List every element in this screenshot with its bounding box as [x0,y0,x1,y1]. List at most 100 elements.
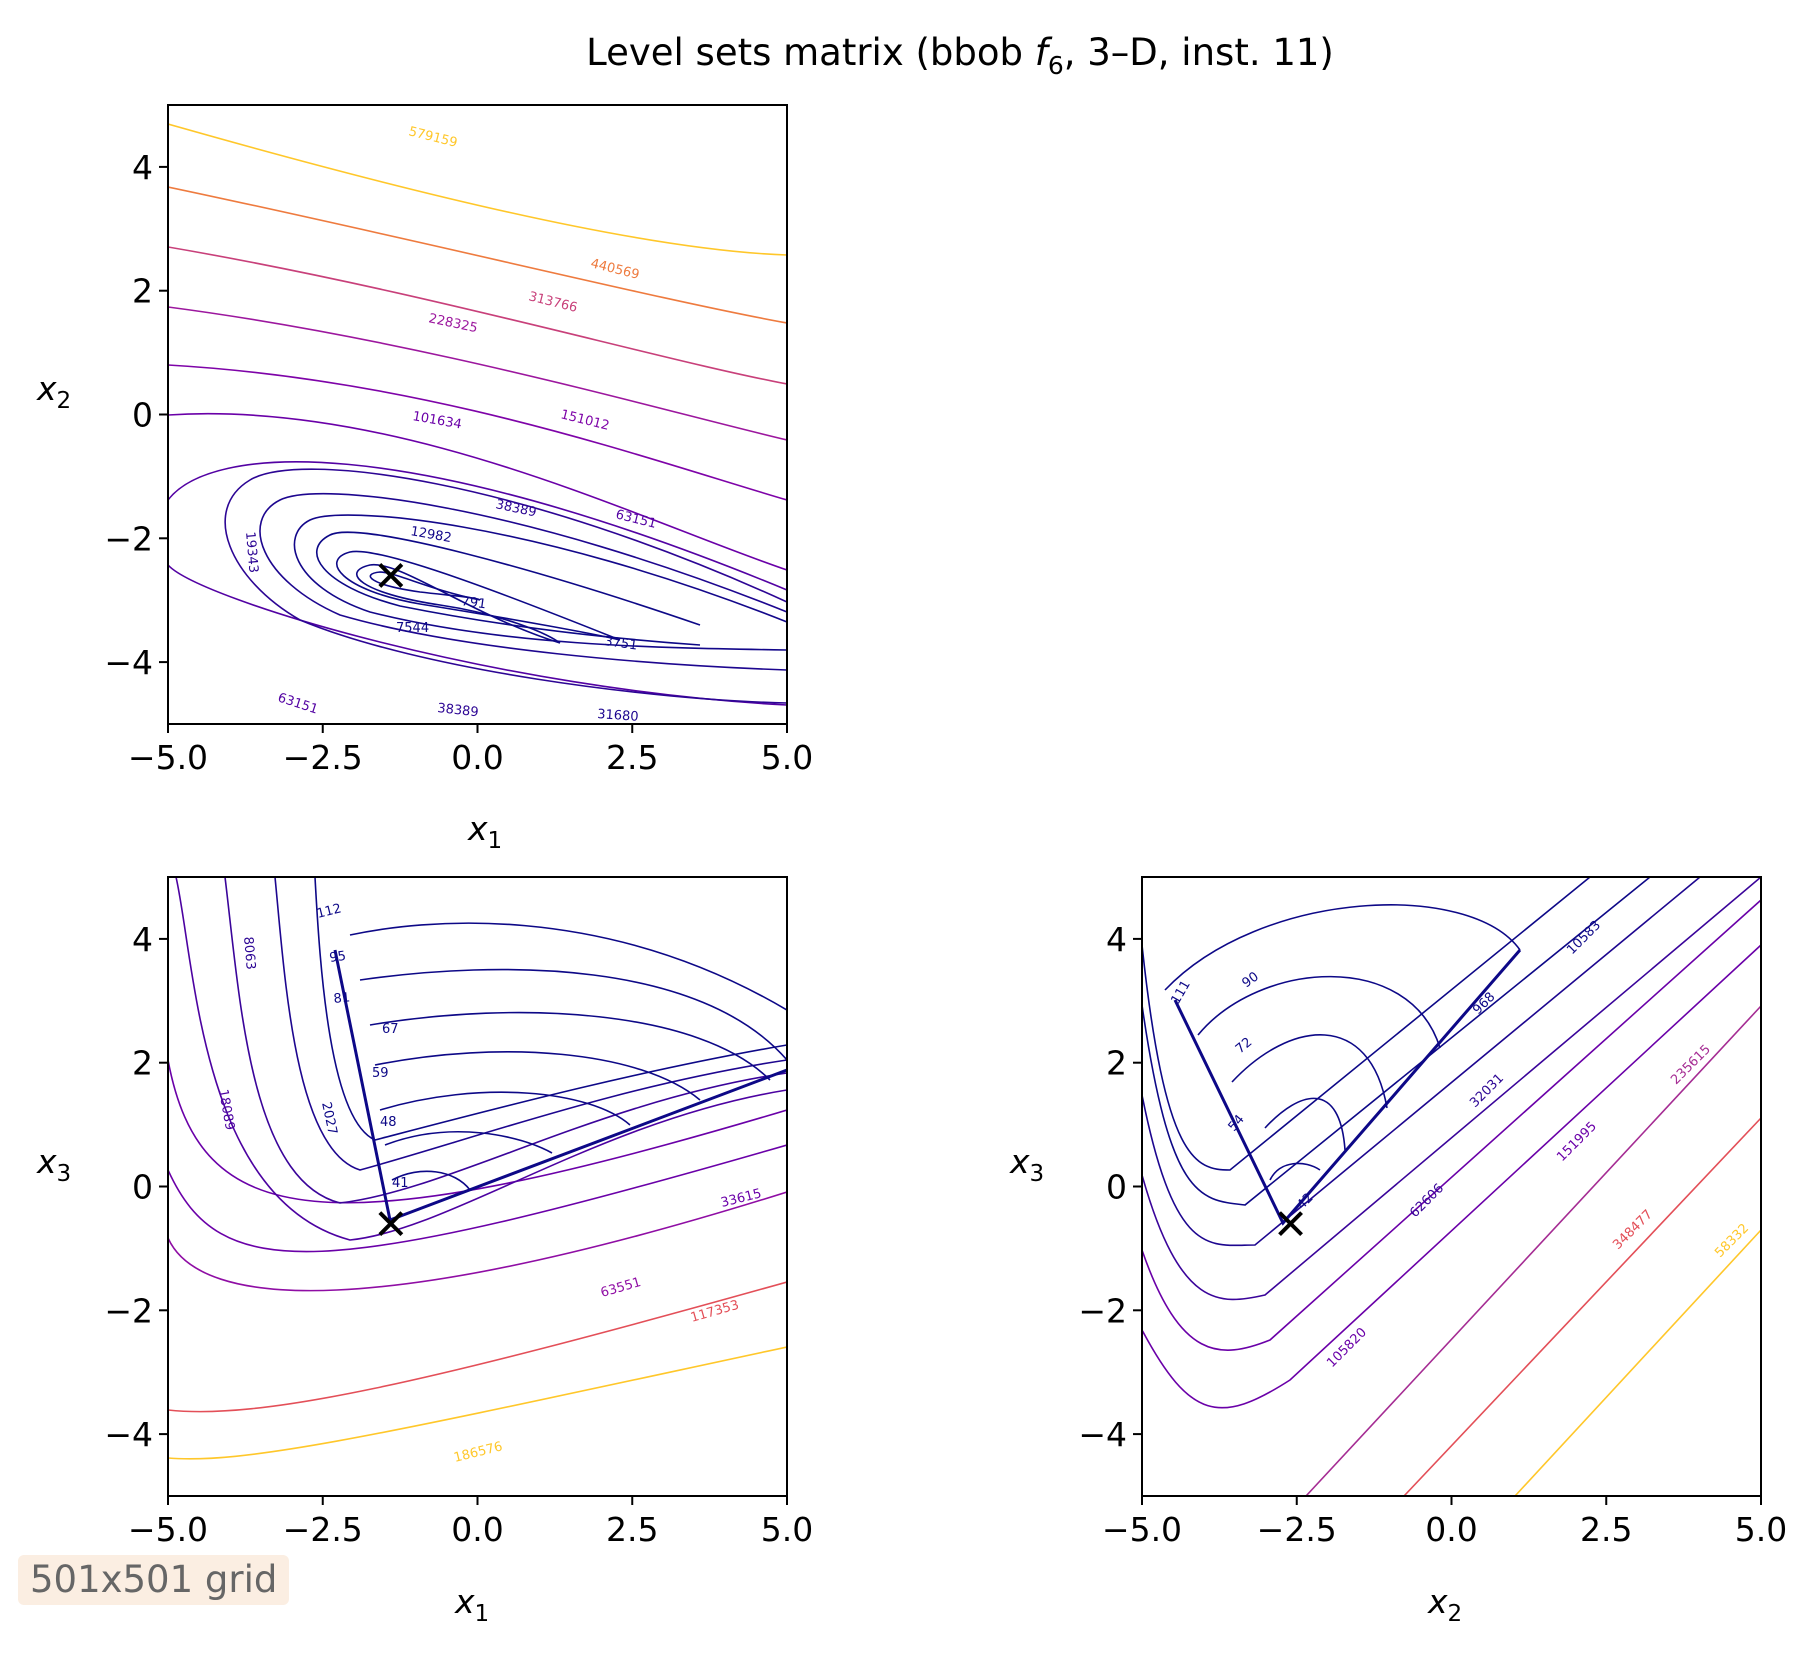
contour-level [356,563,561,644]
contour-level [168,123,787,256]
contour-level [1142,899,1761,1351]
contour-lines [168,123,787,706]
contour-level [1142,944,1761,1409]
contour-label: 32031 [1467,1071,1507,1111]
panel-x1-x2: 579159 440569 313766 228325 151012 10163… [36,104,813,854]
contour-level [224,468,787,704]
y-tick-label: 4 [132,148,153,187]
contour-level [1305,1005,1761,1496]
contour-level [314,877,787,1141]
x-tick-label: 5.0 [761,738,813,777]
x-tick-label: 2.5 [606,1510,658,1549]
contour-level [168,413,787,571]
contour-label: 440569 [589,256,641,283]
y-tick-label: −4 [1078,1415,1127,1454]
contour-level [168,186,787,324]
contour-label: 90 [1240,969,1262,991]
contour-level [1142,877,1701,1247]
contour-level [1142,877,1651,1206]
contour-level [175,877,787,1241]
contour-label: 3751 [603,634,638,653]
title-suffix: , 3–D, inst. 11) [1064,31,1334,74]
y-tick-label: −4 [104,1415,153,1454]
plot-frame [167,104,788,725]
contour-level [168,1191,787,1292]
contour-level [1142,877,1591,1171]
y-tick-label: 2 [132,272,153,311]
plot-frame [1141,876,1762,1497]
y-tick-label: 0 [132,396,153,435]
y-tick-label: 0 [1106,1168,1127,1207]
x-axis-label: x1 [454,1582,489,1627]
x-axis: −5.0 −2.5 0.0 2.5 5.0 [128,1496,813,1549]
contour-level [293,514,787,651]
y-tick-label: 2 [1106,1044,1127,1083]
contour-label: 41 [392,1176,409,1191]
contour-label: 63151 [276,691,320,718]
contour-label: 151995 [1554,1119,1600,1165]
x-tick-label: −2.5 [1257,1510,1337,1549]
x-tick-label: −2.5 [283,1510,363,1549]
contour-level [224,877,787,1204]
contour-level [1514,1229,1761,1496]
contour-label: 12982 [409,524,452,546]
x-tick-label: 0.0 [451,1510,503,1549]
optimum-marker [1278,1211,1303,1237]
contour-level [168,306,787,441]
contour-level [1197,975,1441,1049]
title-fn-sub: 6 [1048,51,1064,80]
contour-label: 348477 [1610,1207,1656,1253]
x-tick-label: 0.0 [451,738,503,777]
contour-label: 62606 [1407,1181,1447,1221]
contour-lines [168,877,787,1460]
contour-label: 63551 [599,1275,643,1301]
contour-label: 313766 [527,289,579,316]
optimum-marker [378,1211,404,1237]
grid-size-note: 501x501 grid [18,1555,290,1605]
x-tick-label: −5.0 [128,1510,208,1549]
contour-label: 72 [1233,1035,1255,1057]
contour-level [316,531,701,646]
contour-level [349,922,787,1011]
contour-level [168,1281,787,1413]
contour-label: 54 [1226,1112,1248,1134]
contour-level [379,1091,631,1126]
optimum-marker [378,563,404,588]
contour-label: 2027 [318,1101,340,1136]
contour-level [359,968,787,1061]
contour-level [168,364,787,501]
contour-level [274,877,787,1171]
y-tick-label: −2 [104,519,153,558]
y-tick-label: 2 [132,1044,153,1083]
contour-level [1231,1034,1388,1109]
contour-level [1173,949,1522,1226]
contour-level [1264,1097,1346,1151]
contour-label: 7544 [396,621,429,636]
contour-level [391,1170,471,1191]
y-axis-label: x2 [36,369,71,414]
figure-title: Level sets matrix (bbob f6, 3–D, inst. 1… [586,31,1334,80]
panel-x1-x3: 112 95 81 67 59 48 41 8063 18089 2027 33… [36,876,813,1627]
x-axis-label: x1 [467,809,502,854]
y-tick-label: 4 [1106,920,1127,959]
y-axis: −4 −2 0 2 4 [104,920,168,1454]
contour-label: 10583 [1564,918,1604,958]
y-axis: −4 −2 0 2 4 [1078,920,1142,1454]
x-tick-label: 2.5 [1580,1510,1632,1549]
contour-label: 95 [328,949,346,966]
contour-level [374,1051,701,1101]
y-tick-label: 0 [132,1168,153,1207]
y-tick-label: −2 [1078,1291,1127,1330]
x-tick-label: 2.5 [606,738,658,777]
x-tick-label: −5.0 [128,738,208,777]
panel-x2-x3: 111 90 72 54 42 968 10583 32031 62606 15… [1009,876,1787,1627]
contour-label: 101634 [411,409,462,432]
contour-level [168,1346,787,1460]
contour-label: 19343 [242,531,261,574]
contour-label: 791 [460,594,487,612]
y-axis: −4 −2 0 2 4 [104,148,168,682]
contour-label: 8063 [240,936,258,970]
y-tick-label: 4 [132,920,153,959]
contour-level [1403,1117,1761,1496]
